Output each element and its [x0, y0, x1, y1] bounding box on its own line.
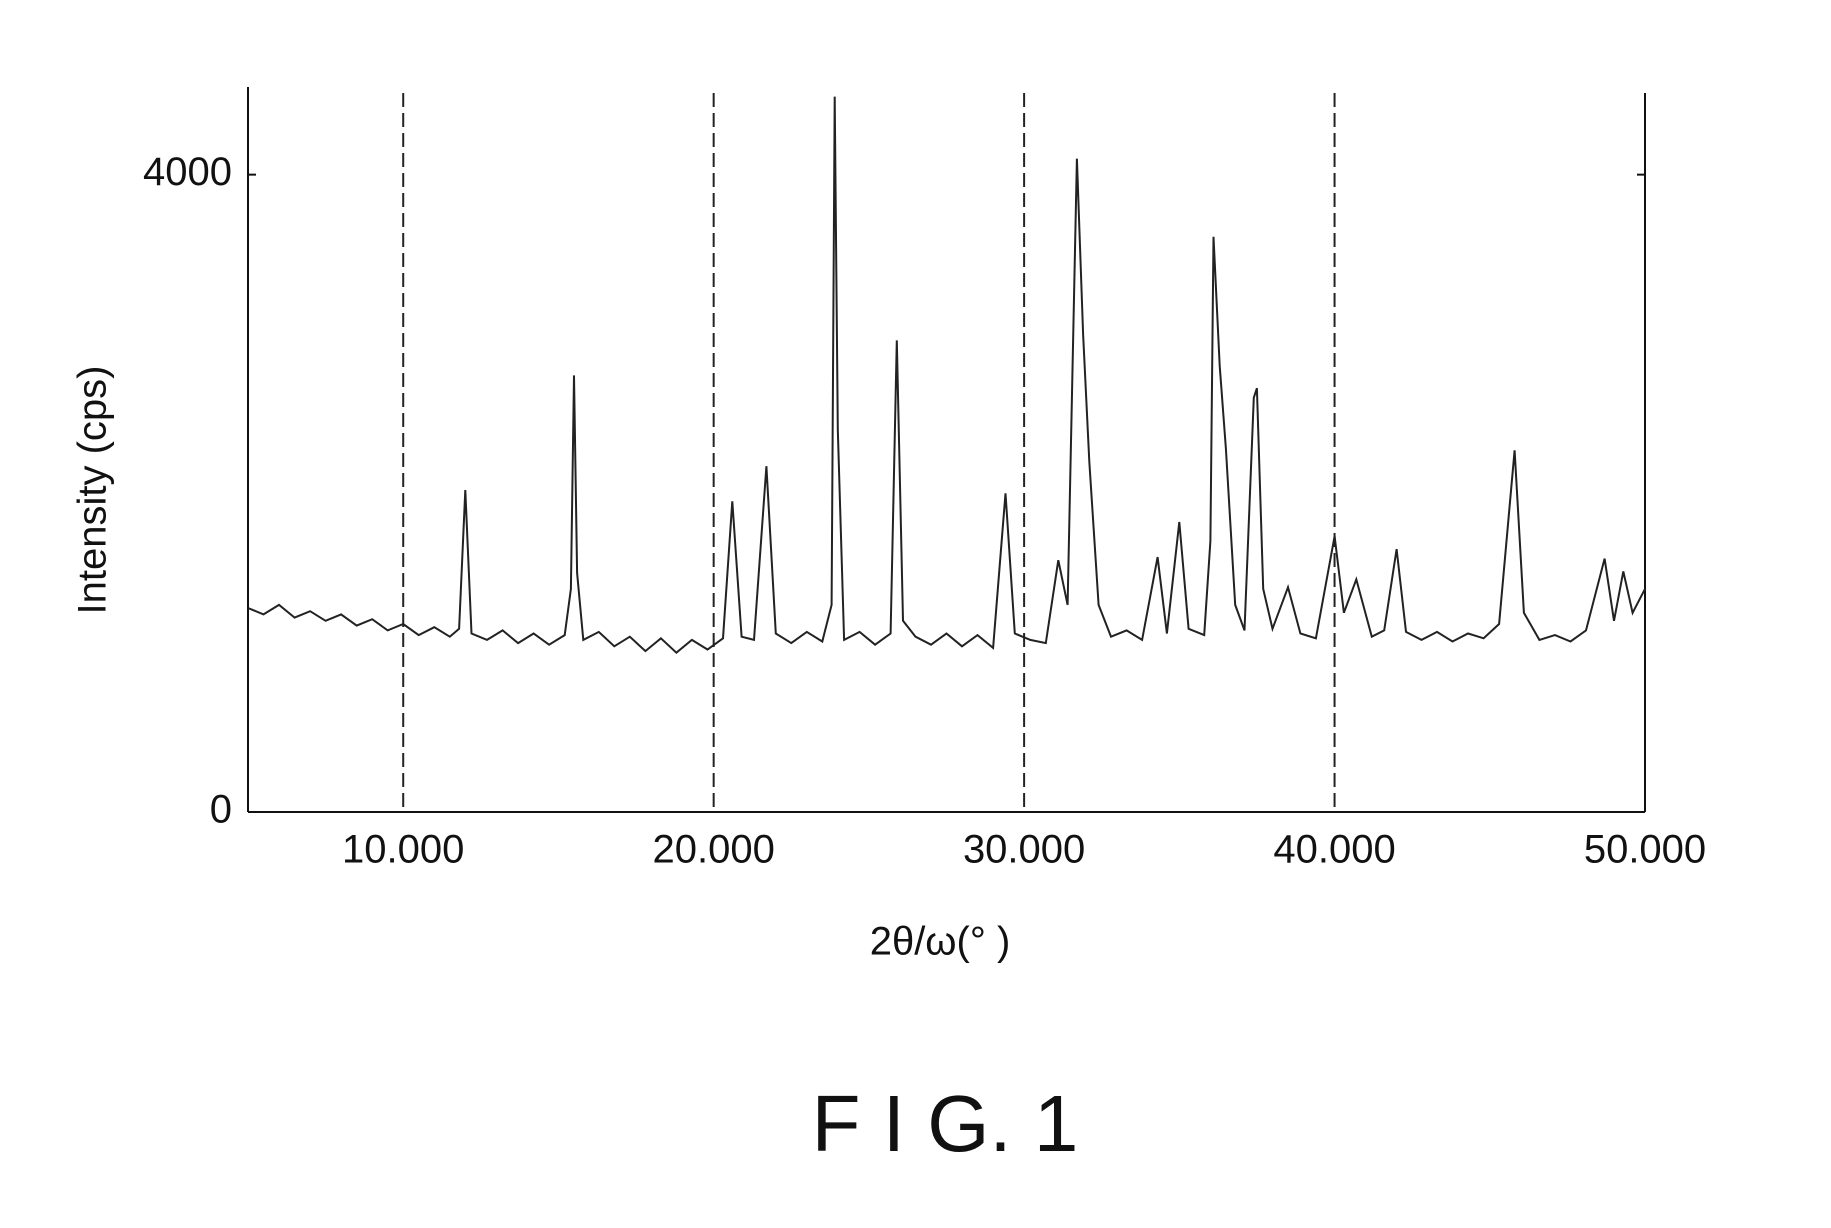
y-tick-label: 0 [210, 788, 232, 832]
y-axis-label: Intensity (cps) [71, 366, 115, 615]
x-tick-label: 30.000 [963, 828, 1085, 872]
data-line [248, 97, 1645, 653]
x-axis-label: 2θ/ω(° ) [870, 920, 1011, 964]
x-tick-label: 20.000 [652, 828, 774, 872]
x-tick-label: 10.000 [342, 828, 464, 872]
figure-caption: F I G. 1 [812, 1079, 1079, 1168]
x-tick-label: 50.000 [1584, 828, 1706, 872]
x-tick-label: 40.000 [1273, 828, 1395, 872]
chart: Intensity (cps) 2θ/ω(° ) F I G. 1 0 4000 1… [0, 0, 1831, 1228]
y-tick-label: 4000 [143, 150, 232, 194]
